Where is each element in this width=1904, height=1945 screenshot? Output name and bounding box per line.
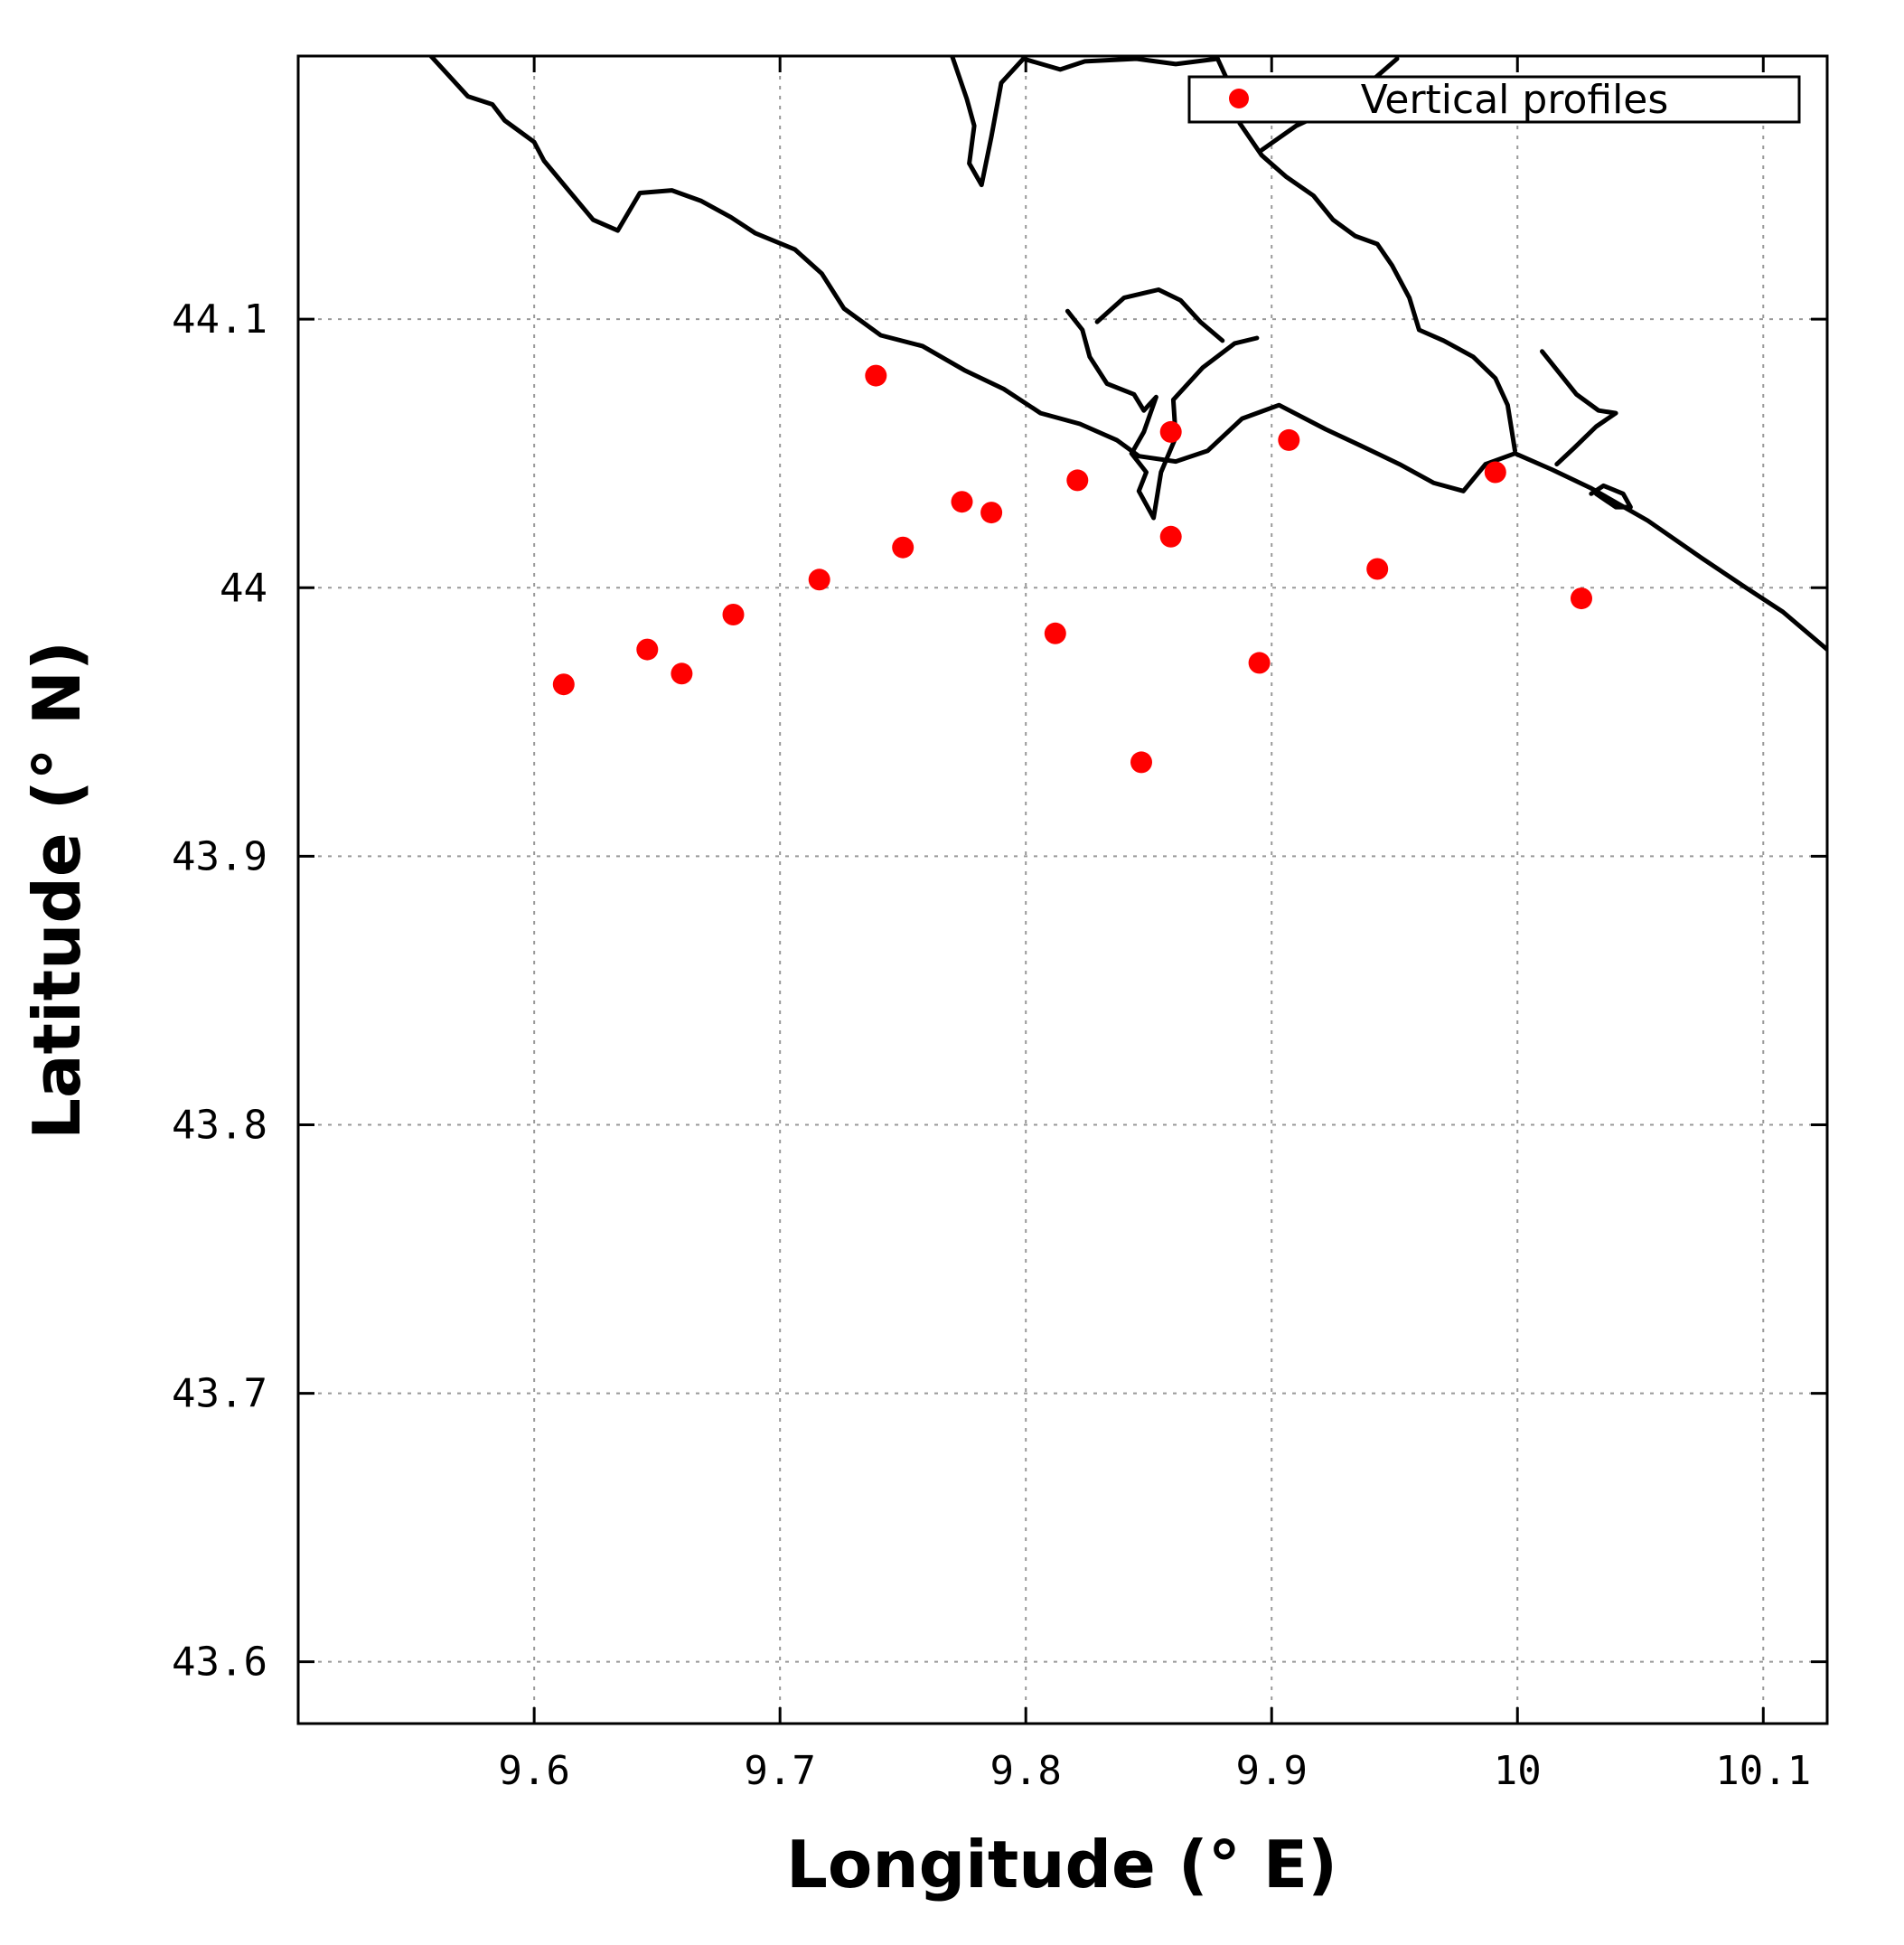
coastline-segment [950, 56, 1220, 188]
coastline-segment [1589, 483, 1633, 510]
data-point [892, 536, 914, 559]
x-tick-label: 10 [1494, 1748, 1542, 1794]
x-tick-label: 9.8 [990, 1748, 1061, 1794]
data-point [1159, 525, 1182, 548]
data-point [951, 491, 973, 513]
x-tick-label: 9.9 [1235, 1748, 1307, 1794]
data-point [808, 568, 830, 591]
y-axis-title: Latitude (° N) [19, 641, 95, 1140]
coastline-segment [1215, 56, 1517, 454]
data-points [552, 364, 1592, 774]
data-point [1484, 461, 1506, 484]
y-tick-label: 43.6 [172, 1640, 267, 1686]
data-point [671, 662, 693, 685]
y-tick-label: 43.8 [172, 1102, 267, 1148]
coastline-segment [1065, 308, 1260, 521]
legend: Vertical profiles [1187, 75, 1801, 124]
y-tick-label: 43.7 [172, 1371, 267, 1417]
data-point [865, 364, 887, 387]
data-point [1248, 652, 1271, 674]
coastline-segment [1540, 349, 1618, 467]
legend-label: Vertical profiles [1361, 77, 1669, 123]
grid [298, 56, 1827, 1724]
y-tick-label: 44.1 [172, 296, 267, 343]
plot-frame [296, 54, 1829, 1725]
y-tick-label: 44 [220, 565, 267, 611]
x-tick-label: 10.1 [1715, 1748, 1811, 1794]
coastline-segment [1094, 287, 1225, 343]
data-point [1130, 751, 1152, 774]
x-tick-label: 9.6 [498, 1748, 569, 1794]
x-tick-label: 9.7 [744, 1748, 815, 1794]
data-point [636, 638, 659, 661]
legend-marker [1229, 89, 1249, 108]
y-tick-label: 43.9 [172, 833, 267, 879]
data-point [1066, 469, 1089, 492]
data-point [1571, 587, 1592, 610]
coastline-segment [428, 56, 1827, 653]
y-tick-labels: 43.6 43.7 43.8 43.9 44 44.1 [172, 296, 267, 1686]
data-point [1159, 420, 1182, 443]
data-point [1366, 558, 1389, 580]
data-point [1278, 428, 1300, 451]
x-tick-labels: 9.6 9.7 9.8 9.9 10 10.1 [498, 1748, 1811, 1794]
legend-box [1187, 75, 1801, 124]
axis-ticks [298, 56, 1827, 1724]
data-point [1044, 622, 1066, 644]
data-point [980, 502, 1003, 524]
data-point [552, 673, 575, 696]
x-axis-title: Longitude (° E) [786, 1827, 1337, 1903]
data-point [722, 604, 745, 625]
